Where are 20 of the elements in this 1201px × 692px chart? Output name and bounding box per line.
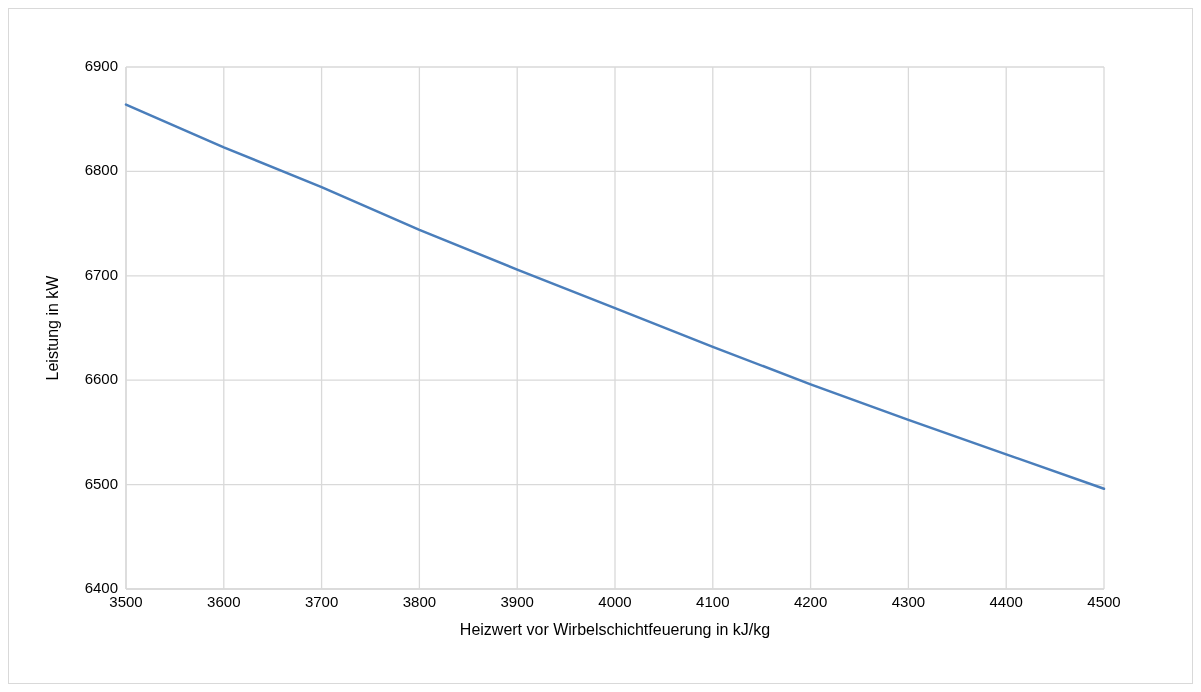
y-tick-label: 6800: [84, 161, 118, 179]
x-tick-label: 3500: [109, 593, 143, 610]
x-tick-label: 4500: [1087, 593, 1121, 610]
y-axis-title: Leistung in kW: [44, 274, 61, 381]
y-tick-label: 6700: [84, 265, 118, 283]
x-tick-label: 4300: [891, 593, 926, 610]
x-tick-label: 3900: [500, 593, 534, 610]
y-tick-label: 6400: [84, 578, 118, 596]
x-tick-label: 4200: [793, 593, 828, 610]
x-tick-label: 4400: [989, 593, 1023, 610]
x-tick-label: 4100: [696, 593, 730, 610]
x-tick-label: 4000: [598, 593, 632, 610]
x-tick-label: 3700: [304, 593, 339, 610]
y-tick-label: 6500: [84, 474, 118, 492]
line-series: [124, 103, 1106, 491]
x-tick-label: 3800: [402, 593, 437, 610]
x-axis-title: Heizwert vor Wirbelschichtfeuerung in kJ/kg: [459, 621, 771, 638]
y-tick-label: 6900: [84, 56, 118, 74]
y-tick-label: 6600: [84, 370, 118, 388]
x-tick-label: 3600: [207, 593, 241, 610]
